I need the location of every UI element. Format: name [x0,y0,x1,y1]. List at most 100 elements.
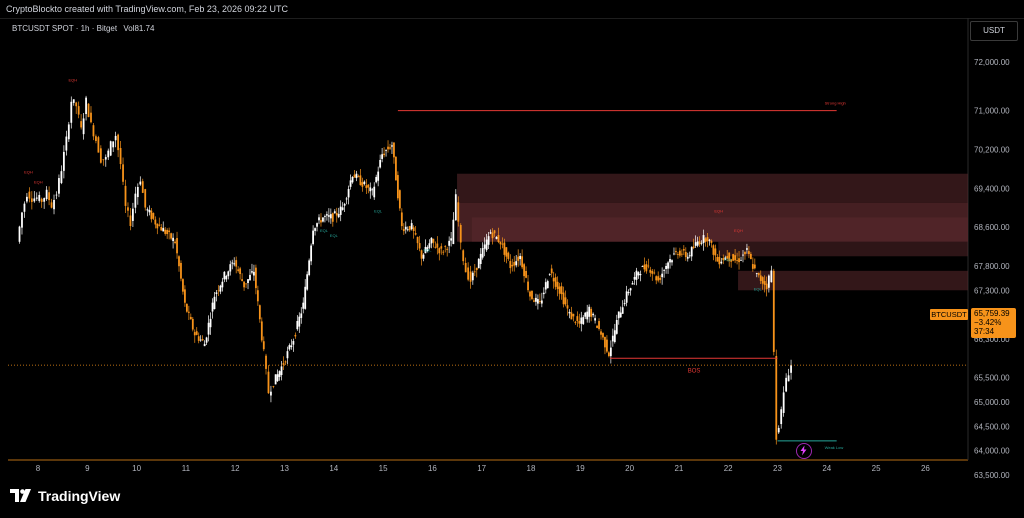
x-tick-label: 24 [822,464,831,473]
candle-body [92,125,95,137]
candle-body [517,256,520,261]
candle-body [304,286,307,309]
x-tick-label: 17 [477,464,486,473]
candle-body [671,260,673,263]
candle-body [375,176,378,183]
candle-body [578,320,581,324]
candle-body [663,270,666,271]
tradingview-logo-icon [10,489,32,503]
candle-body [276,374,279,382]
eq-marker-label: EQH [714,209,723,214]
currency-button[interactable]: USDT [970,21,1018,41]
eq-marker-label: EQH [69,77,78,82]
candle-body [87,103,90,118]
candle-body [28,191,31,199]
candle-body [542,292,545,295]
candle-body [124,185,127,206]
candle-body [223,271,226,280]
candle-body [270,391,272,396]
vol-value: 81.74 [134,24,155,33]
candle-body [495,236,498,239]
candle-body [444,246,447,247]
candle-body [189,316,192,320]
candle-body [282,363,285,365]
candle-body [775,356,778,440]
candle-body [525,270,527,278]
candle-body [132,208,134,221]
candle-body [499,241,502,245]
candle-body [505,247,508,257]
candle-body [398,190,401,209]
candle-body [765,283,768,290]
candle-body [185,303,188,312]
candle-body [385,150,387,151]
candle-body [95,136,97,141]
candle-body [570,312,573,320]
candle-body [503,242,506,255]
candle-body [753,264,756,269]
candle-body [613,330,616,343]
candle-body [540,300,543,304]
candle-body [267,371,270,394]
candle-body [751,264,754,269]
candle-body [501,243,504,245]
candle-body [562,292,565,305]
x-tick-label: 11 [182,464,191,473]
lightning-icon[interactable] [796,443,812,459]
candle-body [645,264,648,272]
candle-body [598,321,600,329]
candle-body [249,274,251,281]
candle-body [748,251,750,255]
candle-body [749,253,752,260]
candle-body [509,261,512,269]
candle-body [677,254,679,255]
candle-body [655,276,658,281]
candle-body [513,262,516,266]
price-change: −3.42% [974,318,1002,327]
candle-body [590,308,593,317]
candle-body [112,141,115,148]
candle-body [82,118,85,135]
candle-body [568,311,571,314]
candle-body [203,343,206,347]
candle-body [156,223,159,229]
candle-body [607,352,610,357]
y-tick-label: 67,800.00 [974,262,1010,271]
candle-body [544,282,547,290]
candle-body [389,147,391,149]
symbol-info[interactable]: BTCUSDT SPOT · 1h · Bitget Vol81.74 [12,24,154,33]
candle-body [229,264,232,272]
candle-body [393,142,395,158]
candle-body [483,244,486,249]
candle-body [736,260,738,262]
candle-body [33,198,36,202]
candle-body [730,259,733,262]
x-tick-label: 14 [329,464,338,473]
candle-body [432,238,435,243]
candle-body [193,332,196,336]
candle-body [594,318,596,321]
candle-body [757,272,760,276]
candle-body [331,213,334,222]
tradingview-logo[interactable]: TradingView [10,488,120,504]
candle-body [75,102,78,107]
y-tick-label: 65,500.00 [974,374,1010,383]
candle-body [255,267,257,289]
candle-body [363,181,366,185]
candle-body [144,189,147,208]
candle-body [122,164,124,182]
candle-body [233,263,236,265]
x-tick-label: 12 [231,464,240,473]
eq-marker-label: EQH [34,179,43,184]
candle-body [243,281,245,288]
y-tick-label: 64,500.00 [974,422,1010,431]
candle-body [633,276,636,280]
candle-body [416,236,419,244]
candle-body [197,336,200,341]
candle-body [180,262,182,279]
eq-marker-label: EQL [374,209,383,214]
candle-body [77,106,80,115]
candle-body [227,271,230,277]
candle-body [477,258,480,269]
